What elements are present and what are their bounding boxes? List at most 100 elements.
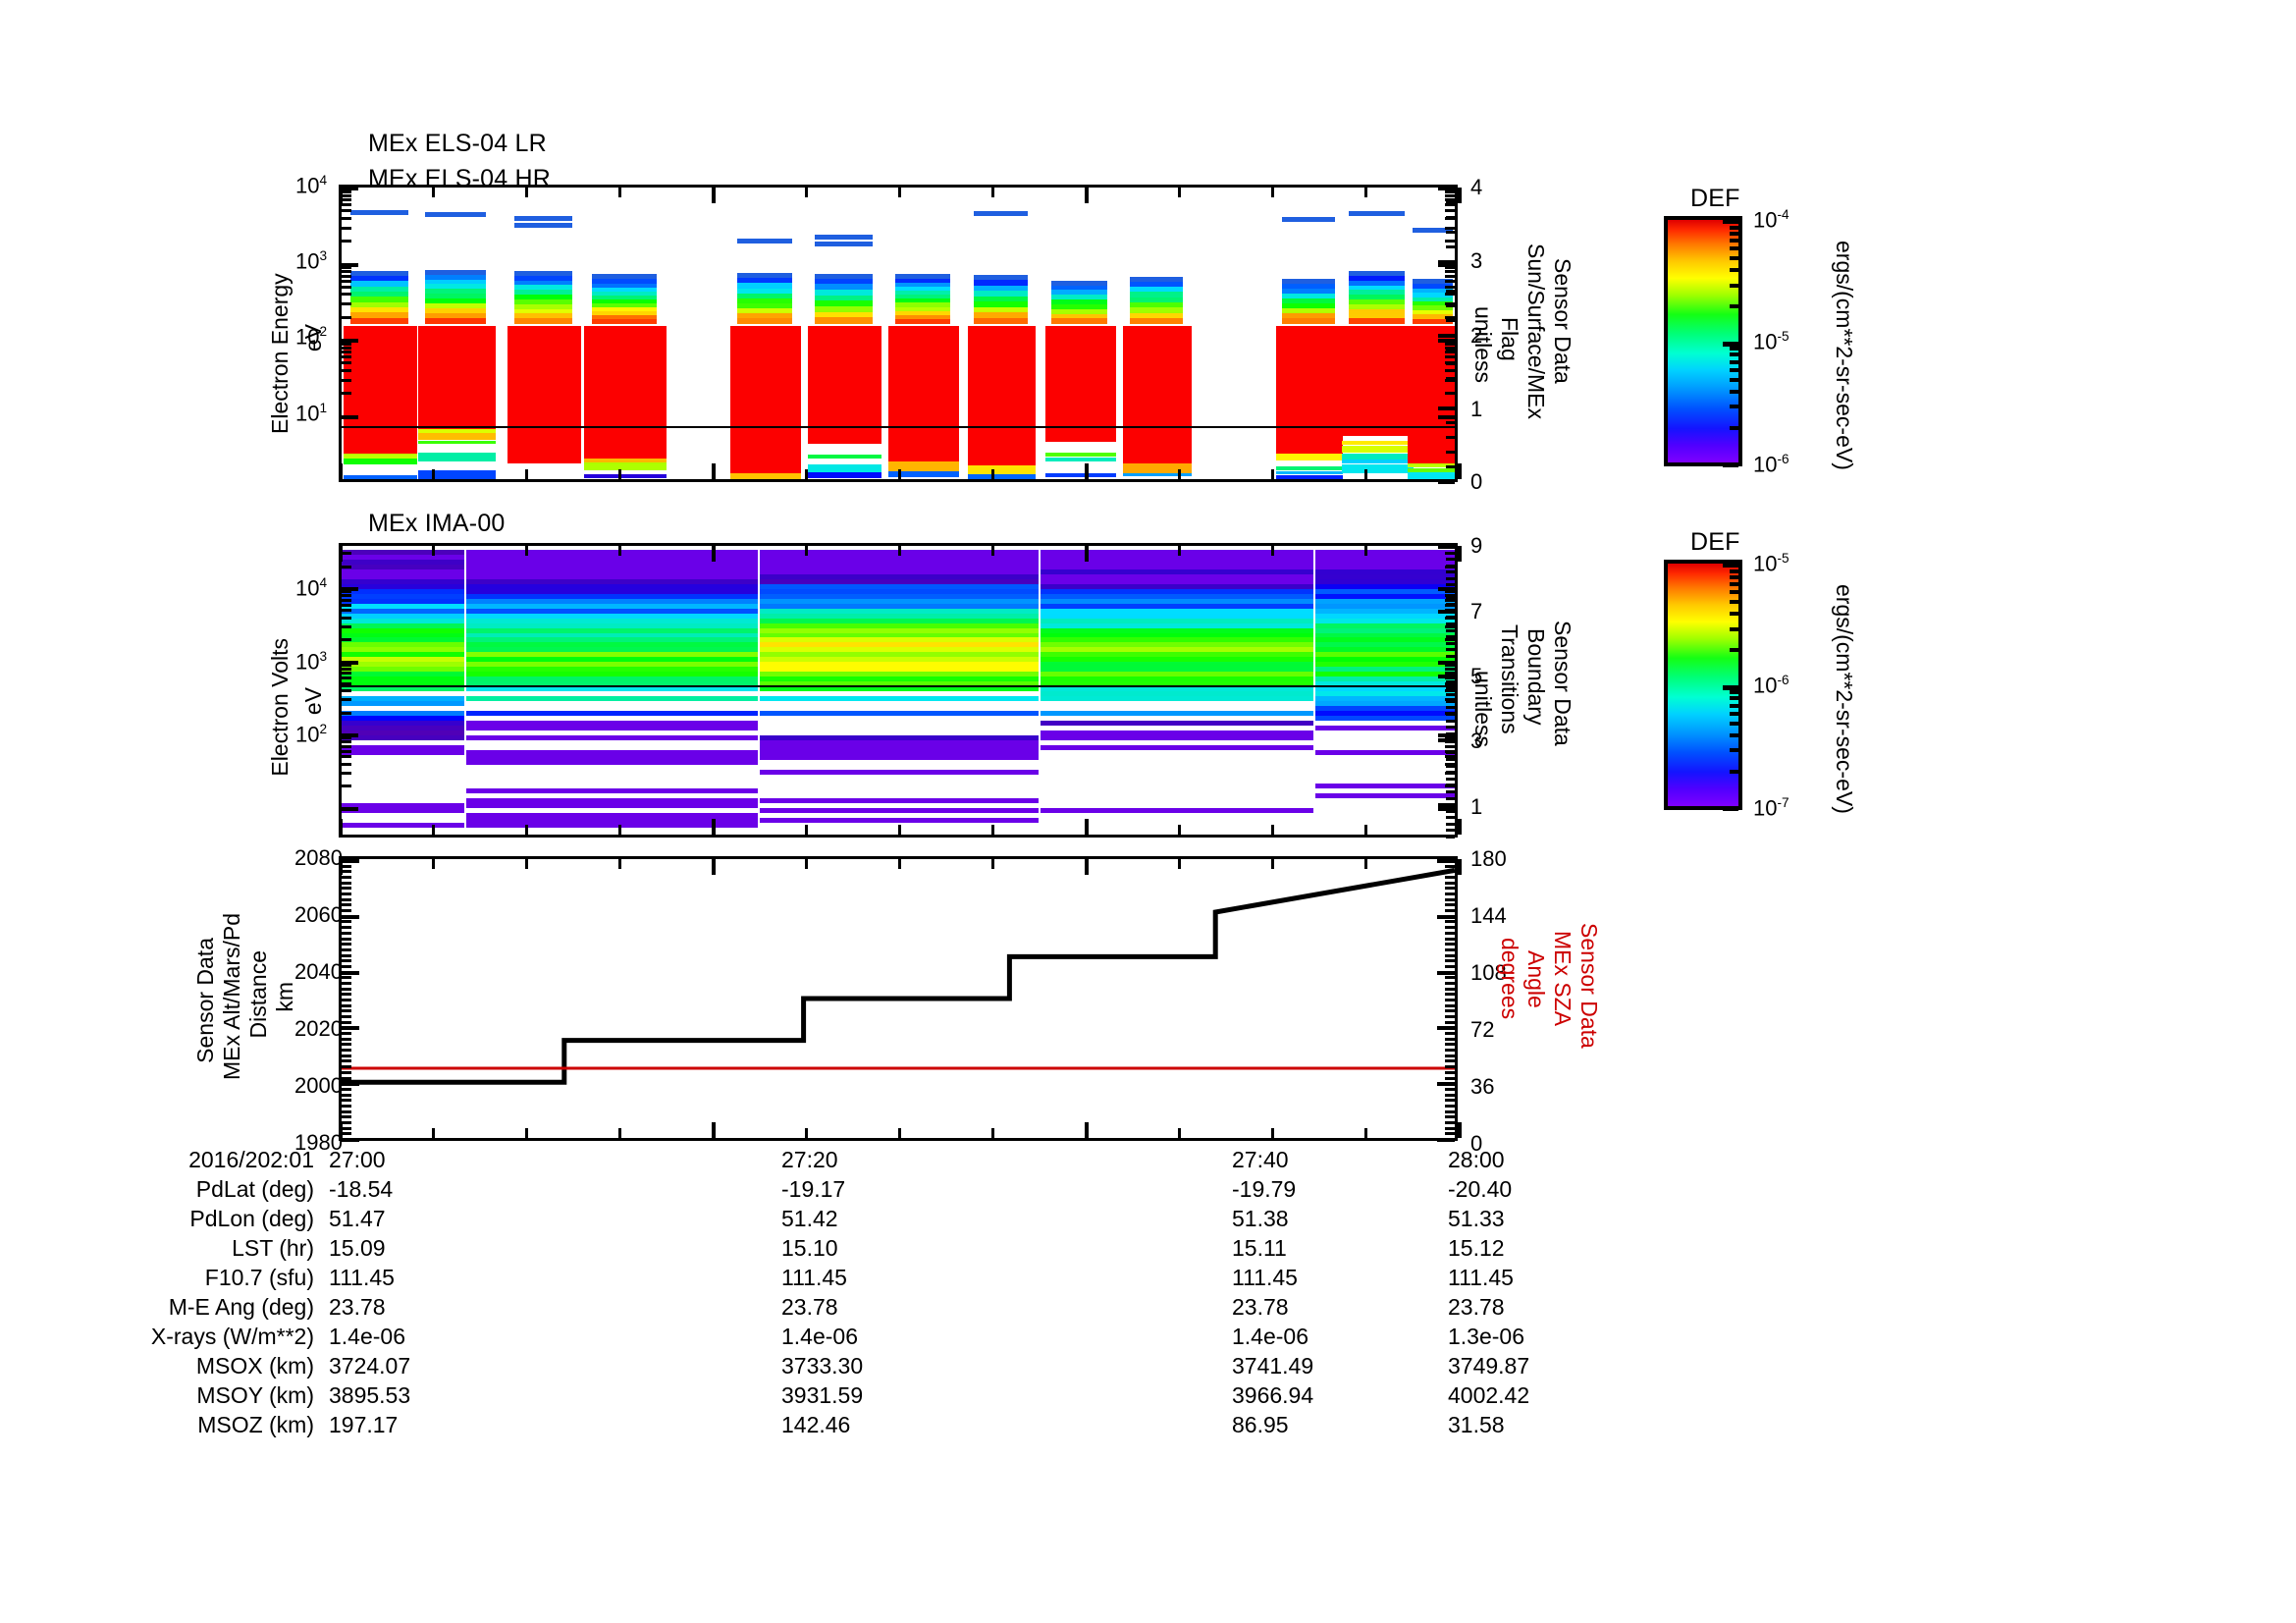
colorbar1-box[interactable]: [1664, 216, 1742, 466]
panel2-spectrogram[interactable]: [342, 546, 1455, 835]
axis-tick: [1446, 648, 1455, 652]
axis-tick: [1730, 377, 1738, 382]
axis-tick: [342, 1032, 351, 1036]
colorbar1-bottom-label: 10-6: [1753, 452, 1789, 477]
table-cell: 28:00: [1448, 1147, 1505, 1172]
spectrogram-cell: [342, 696, 464, 702]
table-cell: 3749.87: [1448, 1353, 1530, 1379]
axis-tick: [1730, 626, 1738, 631]
axis-tick: [618, 188, 621, 197]
panel3-right-ylabel-line4: degrees: [1497, 938, 1522, 1020]
panel3-ytick-2040: 2040: [294, 959, 343, 984]
spectrogram-cell: [417, 440, 497, 445]
spectrogram-cell: [760, 627, 1039, 633]
spectrogram-cell: [894, 298, 951, 304]
spectrogram-cell: [343, 326, 418, 455]
spectrogram-cell: [592, 287, 657, 293]
axis-tick: [1438, 609, 1455, 614]
axis-tick: [342, 736, 351, 740]
axis-tick: [342, 226, 351, 230]
spectrogram-cell: [1315, 642, 1455, 648]
spectrogram-cell: [814, 311, 873, 319]
spectrogram-cell: [1041, 657, 1313, 663]
spectrogram-cell: [974, 296, 1028, 302]
panel2-right-tick-1: 1: [1470, 794, 1483, 819]
spectrogram-cell: [974, 211, 1028, 217]
axis-tick: [1178, 546, 1181, 556]
axis-tick: [1364, 469, 1367, 479]
axis-tick: [342, 1099, 351, 1103]
axis-tick: [342, 864, 351, 868]
axis-tick: [618, 859, 621, 869]
spectrogram-cell: [814, 300, 873, 307]
spectrogram-cell: [513, 295, 572, 300]
spectrogram-cell: [807, 326, 882, 445]
panel2-ytick-10e2: 102: [295, 722, 328, 747]
spectrogram-cell: [1129, 297, 1184, 303]
table-row-label: PdLon (deg): [189, 1206, 314, 1231]
axis-tick: [342, 1126, 351, 1130]
axis-tick: [342, 689, 351, 693]
spectrogram-cell: [1342, 440, 1415, 446]
table-cell: 51.33: [1448, 1206, 1505, 1231]
axis-tick: [1458, 819, 1462, 835]
spectrogram-cell: [894, 306, 951, 312]
spectrogram-cell: [1315, 618, 1455, 623]
panel1-spectrogram[interactable]: [342, 188, 1455, 479]
axis-tick: [1730, 703, 1738, 708]
spectrogram-cell: [466, 550, 759, 556]
spectrogram-cell: [425, 298, 487, 305]
panel2-right-tick-9: 9: [1470, 533, 1483, 558]
axis-tick: [1446, 719, 1455, 723]
spectrogram-cell: [729, 326, 802, 474]
spectrogram-cell: [1275, 454, 1344, 461]
spectrogram-cell: [1051, 318, 1108, 324]
axis-tick: [1446, 796, 1455, 800]
panel1-right-ylabel-line1: Sensor Data: [1550, 258, 1575, 384]
table-cell: 3724.07: [329, 1353, 411, 1379]
axis-tick: [805, 469, 808, 479]
spectrogram-cell: [894, 302, 951, 308]
spectrogram-cell: [760, 696, 1039, 702]
spectrogram-cell: [584, 462, 667, 470]
axis-tick: [1438, 187, 1455, 190]
spectrogram-cell: [1041, 564, 1313, 569]
panel3-line-plot[interactable]: [342, 859, 1455, 1138]
axis-tick: [1438, 674, 1455, 678]
spectrogram-cell: [760, 754, 1039, 760]
axis-tick: [1445, 315, 1455, 319]
axis-tick: [1438, 414, 1455, 419]
axis-tick: [342, 953, 351, 957]
spectrogram-cell: [814, 273, 873, 279]
spectrogram-cell: [342, 730, 464, 735]
table-row-label: F10.7 (sfu): [204, 1265, 314, 1290]
spectrogram-cell: [760, 568, 1039, 574]
axis-tick: [1730, 600, 1738, 605]
axis-tick: [1445, 681, 1455, 685]
spectrogram-cell: [1282, 313, 1335, 319]
spectrogram-cell: [466, 568, 759, 574]
axis-tick: [1446, 616, 1455, 620]
spectrogram-cell: [342, 560, 464, 565]
spectrogram-cell: [1342, 445, 1415, 454]
spectrogram-cell: [466, 798, 759, 804]
spectrogram-cell: [1412, 228, 1453, 233]
axis-tick: [342, 755, 351, 759]
axis-tick: [1446, 362, 1455, 366]
spectrogram-cell: [1412, 314, 1453, 320]
panel2-ylabel: Electron Volts: [267, 638, 294, 777]
axis-tick: [1730, 711, 1738, 716]
spectrogram-cell: [814, 306, 873, 313]
spectrogram-cell: [466, 759, 759, 765]
spectrogram-cell: [342, 744, 464, 750]
axis-tick: [1445, 876, 1455, 880]
spectrogram-cell: [1275, 326, 1344, 455]
axis-tick: [1085, 546, 1089, 562]
spectrogram-cell: [894, 314, 951, 320]
table-cell: 111.45: [1232, 1265, 1298, 1290]
spectrogram-cell: [736, 318, 793, 324]
spectrogram-cell: [1315, 749, 1455, 755]
spectrogram-cell: [350, 292, 409, 298]
axis-tick: [1446, 303, 1455, 307]
spectrogram-cell: [1044, 326, 1117, 443]
